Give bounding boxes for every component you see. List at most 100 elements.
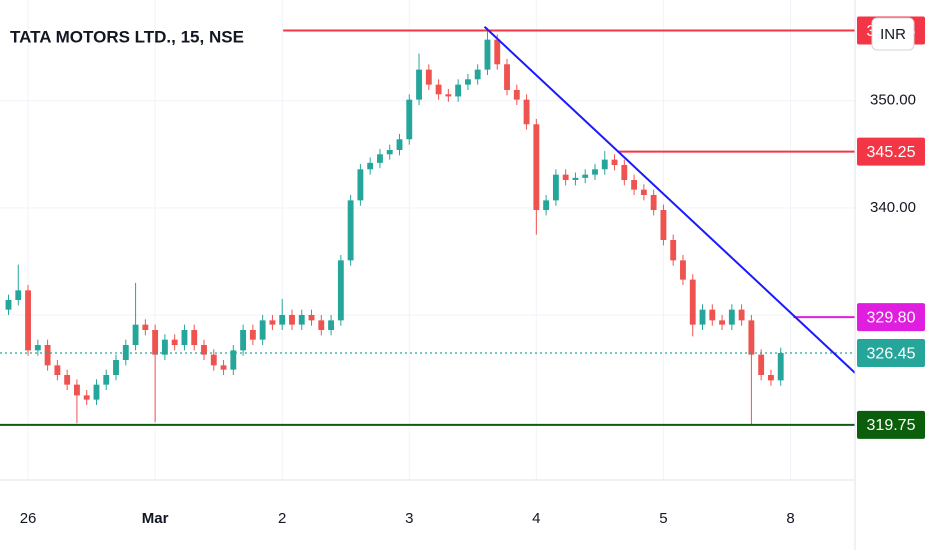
candle-body	[680, 260, 686, 280]
candle-body	[161, 339, 168, 355]
x-tick-label: 4	[532, 510, 540, 527]
level-label-box	[857, 339, 925, 368]
candle-body	[377, 154, 383, 163]
candle-body	[181, 330, 188, 345]
candle-body	[484, 39, 491, 70]
candle-body	[504, 64, 510, 90]
candle-body	[435, 84, 442, 95]
candle-body	[621, 165, 628, 180]
candle-body	[15, 290, 22, 300]
candle-body	[132, 324, 139, 345]
candle-body	[728, 309, 735, 325]
candle-body	[416, 69, 422, 100]
candle-body	[455, 84, 462, 97]
candle-body	[494, 39, 501, 65]
candle-body	[367, 162, 374, 170]
candle-body	[191, 330, 198, 345]
candle-body	[425, 69, 432, 85]
level-label: 326.45	[867, 345, 916, 362]
candle-body	[611, 159, 618, 165]
candle-body	[777, 353, 784, 381]
candle-body	[34, 345, 41, 351]
candle-body	[230, 350, 237, 370]
x-tick-label: Mar	[142, 510, 169, 527]
candle-body	[103, 375, 110, 385]
candle-body	[347, 200, 354, 261]
candle-body	[220, 365, 227, 370]
candle-body	[738, 309, 745, 321]
level-label-box	[857, 410, 925, 439]
candle-body	[249, 330, 256, 340]
candle-body	[210, 354, 217, 366]
candle-body	[171, 339, 178, 345]
level-label: 319.75	[867, 417, 916, 434]
candle-body	[748, 320, 755, 355]
candle-body	[562, 174, 569, 180]
candle-body	[269, 320, 276, 325]
candle-body	[670, 240, 677, 261]
x-tick-label: 8	[786, 510, 794, 527]
candle-body	[582, 174, 589, 178]
candle-body	[513, 90, 520, 100]
candle-body	[54, 365, 61, 375]
candle-body	[386, 150, 393, 155]
x-tick-label: 5	[659, 510, 667, 527]
level-label-box	[857, 137, 925, 166]
candle-body	[650, 195, 657, 210]
x-tick-label: 26	[20, 510, 37, 527]
candle-body	[328, 320, 335, 330]
candle-body	[406, 99, 413, 140]
candle-body	[25, 290, 31, 351]
candle-body	[240, 330, 247, 351]
candle-body	[64, 375, 71, 385]
currency-label[interactable]: INR	[880, 26, 906, 43]
candle-body	[259, 320, 266, 340]
candle-body	[464, 79, 471, 85]
chart-title: TATA MOTORS LTD., 15, NSE	[10, 27, 244, 46]
candle-body	[631, 180, 638, 190]
y-tick-label: 350.00	[870, 92, 916, 109]
candle-body	[279, 315, 286, 325]
candle-body	[719, 320, 725, 325]
level-label: 345.25	[867, 144, 916, 161]
candle-body	[768, 375, 774, 381]
x-tick-label: 2	[278, 510, 286, 527]
candle-body	[113, 360, 119, 375]
candle-body	[357, 169, 364, 201]
currency-button[interactable]	[871, 17, 915, 51]
candle-body	[709, 309, 716, 321]
candle-body	[337, 260, 344, 321]
candle-body	[592, 169, 598, 175]
candle-body	[83, 395, 90, 400]
candle-body	[298, 315, 305, 325]
level-label: 329.80	[867, 309, 916, 326]
candle-body	[73, 384, 80, 396]
level-label-box	[857, 303, 925, 332]
candle-body	[523, 99, 530, 125]
candle-body	[445, 94, 452, 97]
candle-body	[93, 384, 100, 400]
candle-body	[533, 124, 540, 210]
candle-body	[758, 354, 765, 375]
candle-body	[543, 200, 550, 210]
candle-body	[689, 279, 696, 325]
candle-body	[699, 309, 706, 325]
candle-body	[289, 315, 295, 325]
candle-body	[601, 159, 608, 170]
candle-body	[660, 210, 667, 240]
y-tick-label: 340.00	[870, 199, 916, 216]
candle-body	[318, 320, 325, 330]
candle-body	[572, 177, 579, 180]
candle-body	[142, 324, 149, 330]
candle-body	[474, 69, 481, 80]
trend-line	[483, 26, 856, 374]
x-tick-label: 3	[405, 510, 413, 527]
candle-body	[44, 345, 51, 366]
candle-body	[640, 189, 647, 195]
candle-body	[552, 174, 559, 201]
candle-body	[5, 300, 12, 310]
candle-body	[152, 330, 159, 355]
candle-body	[201, 345, 207, 355]
candle-body	[396, 139, 403, 150]
